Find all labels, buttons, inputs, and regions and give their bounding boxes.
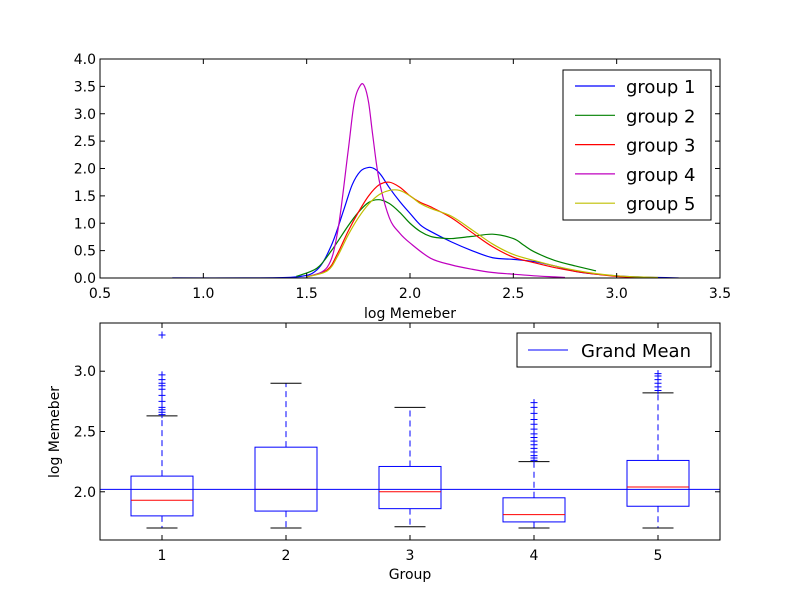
boxplot-ticks: 1 2 3 4 5 2.0 2.5 3.0 xyxy=(74,323,720,564)
outlier-marker xyxy=(654,370,662,378)
iqr-box xyxy=(378,465,442,510)
density-y-tick-label: 0.5 xyxy=(74,244,96,260)
density-y-tick-label: 0.0 xyxy=(74,271,96,287)
iqr-box xyxy=(626,459,690,507)
boxplot-x-tick-label: 5 xyxy=(654,548,663,564)
density-y-tick-label: 3.0 xyxy=(74,107,96,123)
density-line-group-3 xyxy=(306,181,638,278)
density-x-axis-label: log Memeber xyxy=(364,306,456,322)
density-x-tick-label: 0.5 xyxy=(89,286,111,302)
outlier-marker xyxy=(530,399,538,407)
boxplot-group-3 xyxy=(378,406,442,528)
iqr-box xyxy=(254,446,318,512)
density-line-group-2 xyxy=(296,199,597,277)
density-ticks: 0.5 1.0 1.5 2.0 2.5 3.0 3.50.00.51.01.52.02.53… xyxy=(74,52,731,302)
density-y-tick-label: 1.5 xyxy=(74,189,96,205)
boxplot-group-1 xyxy=(130,331,194,529)
density-x-tick-label: 2.5 xyxy=(502,286,524,302)
grand-mean-legend-label: Grand Mean xyxy=(581,341,691,362)
density-y-tick-label: 1.0 xyxy=(74,216,96,232)
boxplot-x-tick-label: 2 xyxy=(282,548,291,564)
density-x-tick-label: 3.5 xyxy=(709,286,731,302)
boxplot-x-axis-label: Group xyxy=(389,567,432,583)
density-chart: 0.5 1.0 1.5 2.0 2.5 3.0 3.50.00.51.01.52.02.53… xyxy=(74,52,731,322)
boxplot-x-tick-label: 4 xyxy=(530,548,539,564)
outlier-marker xyxy=(158,391,166,399)
density-legend-label-group-2: group 2 xyxy=(626,106,695,127)
density-y-tick-label: 2.0 xyxy=(74,162,96,178)
density-legend: group 1 group 2 group 3 group 4 group 5 xyxy=(562,69,712,221)
density-lines xyxy=(172,83,679,278)
density-legend-label-group-4: group 4 xyxy=(626,165,695,186)
density-y-tick-label: 2.5 xyxy=(74,134,96,150)
boxplot-y-tick-label: 2.5 xyxy=(74,425,96,441)
outlier-marker xyxy=(158,397,166,405)
iqr-box xyxy=(130,475,194,517)
boxplot-legend: Grand Mean xyxy=(516,332,712,368)
density-legend-label-group-3: group 3 xyxy=(626,136,695,157)
boxplot-y-tick-label: 3.0 xyxy=(74,364,96,380)
boxplot-x-tick-label: 3 xyxy=(406,548,415,564)
density-x-tick-label: 1.0 xyxy=(192,286,214,302)
density-y-tick-label: 4.0 xyxy=(74,52,96,68)
density-x-tick-label: 3.0 xyxy=(606,286,628,302)
boxplot-group-4 xyxy=(502,399,566,529)
outlier-marker xyxy=(158,331,166,339)
boxplot-y-tick-label: 2.0 xyxy=(74,485,96,501)
outlier-marker xyxy=(158,403,166,411)
outlier-marker xyxy=(530,415,538,423)
density-y-tick-label: 3.5 xyxy=(74,79,96,95)
boxplot-group-5 xyxy=(626,370,690,529)
density-line-group-4 xyxy=(306,83,566,278)
density-x-tick-label: 2.0 xyxy=(399,286,421,302)
density-legend-label-group-1: group 1 xyxy=(626,77,695,98)
boxplot-chart: 1 2 3 4 5 2.0 2.5 3.0 Group log Memeber Grand M… xyxy=(47,322,721,583)
density-line-group-5 xyxy=(306,189,659,278)
outlier-marker xyxy=(158,371,166,379)
outlier-marker xyxy=(530,409,538,417)
density-legend-label-group-5: group 5 xyxy=(626,194,695,215)
density-x-tick-label: 1.5 xyxy=(296,286,318,302)
iqr-box xyxy=(502,497,566,523)
boxplot-y-axis-label: log Memeber xyxy=(47,386,63,478)
boxplot-x-tick-label: 1 xyxy=(158,548,167,564)
